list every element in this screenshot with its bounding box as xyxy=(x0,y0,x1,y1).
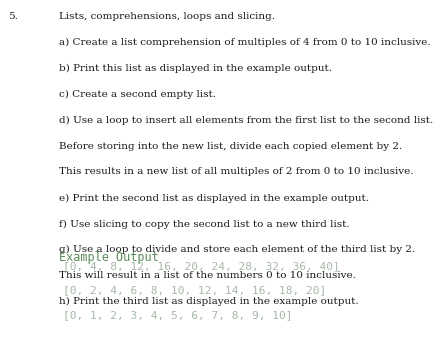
Text: This will result in a list of the numbers 0 to 10 inclusive.: This will result in a list of the number… xyxy=(59,271,355,280)
Text: f) Use slicing to copy the second list to a new third list.: f) Use slicing to copy the second list t… xyxy=(59,219,349,228)
Text: Lists, comprehensions, loops and slicing.: Lists, comprehensions, loops and slicing… xyxy=(59,12,275,21)
Text: This results in a new list of all multiples of 2 from 0 to 10 inclusive.: This results in a new list of all multip… xyxy=(59,167,413,177)
Text: h) Print the third list as displayed in the example output.: h) Print the third list as displayed in … xyxy=(59,297,358,306)
Text: [0, 1, 2, 3, 4, 5, 6, 7, 8, 9, 10]: [0, 1, 2, 3, 4, 5, 6, 7, 8, 9, 10] xyxy=(63,310,292,320)
Text: b) Print this list as displayed in the example output.: b) Print this list as displayed in the e… xyxy=(59,64,332,73)
Text: Example Output: Example Output xyxy=(59,251,159,264)
Text: e) Print the second list as displayed in the example output.: e) Print the second list as displayed in… xyxy=(59,193,368,203)
Text: d) Use a loop to insert all elements from the first list to the second list.: d) Use a loop to insert all elements fro… xyxy=(59,116,433,125)
Text: Before storing into the new list, divide each copied element by 2.: Before storing into the new list, divide… xyxy=(59,142,402,151)
Text: 5.: 5. xyxy=(8,12,18,21)
Text: a) Create a list comprehension of multiples of 4 from 0 to 10 inclusive.: a) Create a list comprehension of multip… xyxy=(59,38,430,47)
Text: [0, 2, 4, 6, 8, 10, 12, 14, 16, 18, 20]: [0, 2, 4, 6, 8, 10, 12, 14, 16, 18, 20] xyxy=(63,285,325,296)
Text: g) Use a loop to divide and store each element of the third list by 2.: g) Use a loop to divide and store each e… xyxy=(59,245,415,254)
Text: c) Create a second empty list.: c) Create a second empty list. xyxy=(59,90,216,99)
Text: [0, 4, 8, 12, 16, 20, 24, 28, 32, 36, 40]: [0, 4, 8, 12, 16, 20, 24, 28, 32, 36, 40… xyxy=(63,261,339,271)
